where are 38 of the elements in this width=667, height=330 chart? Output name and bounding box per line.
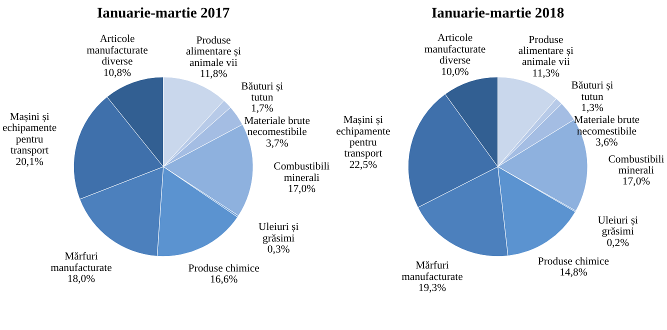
data-label: 14,8% bbox=[560, 266, 588, 279]
slice-label: Produse alimentare și animale vii bbox=[518, 34, 574, 68]
slice-label: Combustibili minerali bbox=[608, 153, 664, 177]
data-label: 11,3% bbox=[532, 67, 560, 80]
data-label: 0,3% bbox=[267, 243, 290, 256]
data-label: 1,3% bbox=[581, 102, 604, 114]
data-label: 11,8% bbox=[200, 68, 228, 80]
slice-label: Uleiuri și grăsimi bbox=[258, 221, 299, 244]
slice-label: Băuturi și tutun bbox=[571, 80, 614, 103]
slice-label: Produse alimentare și animale vii bbox=[186, 34, 242, 69]
data-label: 3,6% bbox=[596, 136, 618, 149]
slice-label: Articole manufacturate diverse bbox=[86, 33, 148, 68]
data-label: 3,7% bbox=[266, 137, 288, 150]
chart-title: Ianuarie-martie 2018 bbox=[431, 6, 564, 22]
slice-label: Materiale brute necomestibile bbox=[244, 114, 310, 138]
data-label: 20,1% bbox=[16, 156, 44, 168]
data-label: 22,5% bbox=[349, 158, 378, 171]
slice-label: Articole manufacturate diverse bbox=[424, 32, 486, 67]
data-label: 0,2% bbox=[606, 236, 630, 249]
slice-label: Produse chimice bbox=[538, 255, 610, 268]
data-label: 10,8% bbox=[103, 66, 132, 79]
slice-label: Materiale brute necomestibile bbox=[574, 114, 640, 138]
chart-title: Ianuarie-martie 2017 bbox=[96, 6, 230, 22]
data-label: 17,0% bbox=[288, 183, 316, 196]
data-label: 1,7% bbox=[251, 102, 274, 115]
slice-label: Băuturi și tutun bbox=[241, 80, 284, 104]
slice-label: Produse chimice bbox=[188, 262, 260, 274]
slice-label: Mărfuri manufacturate bbox=[402, 260, 464, 283]
data-label: 18,0% bbox=[67, 273, 96, 286]
data-label: 19,3% bbox=[418, 282, 446, 294]
data-label: 10,0% bbox=[441, 66, 469, 78]
slice-label: Mașini și echipamente pentru transport bbox=[2, 110, 57, 157]
slice-label: Mărfuri manufacturate bbox=[50, 250, 112, 274]
slice-label: Combustibili minerali bbox=[274, 160, 330, 184]
data-label: 17,0% bbox=[622, 176, 650, 188]
slice-label: Uleiuri și grăsimi bbox=[598, 214, 638, 238]
data-label: 16,6% bbox=[210, 274, 238, 286]
slice-label: Mașini și echipamente pentru transport bbox=[336, 114, 390, 160]
